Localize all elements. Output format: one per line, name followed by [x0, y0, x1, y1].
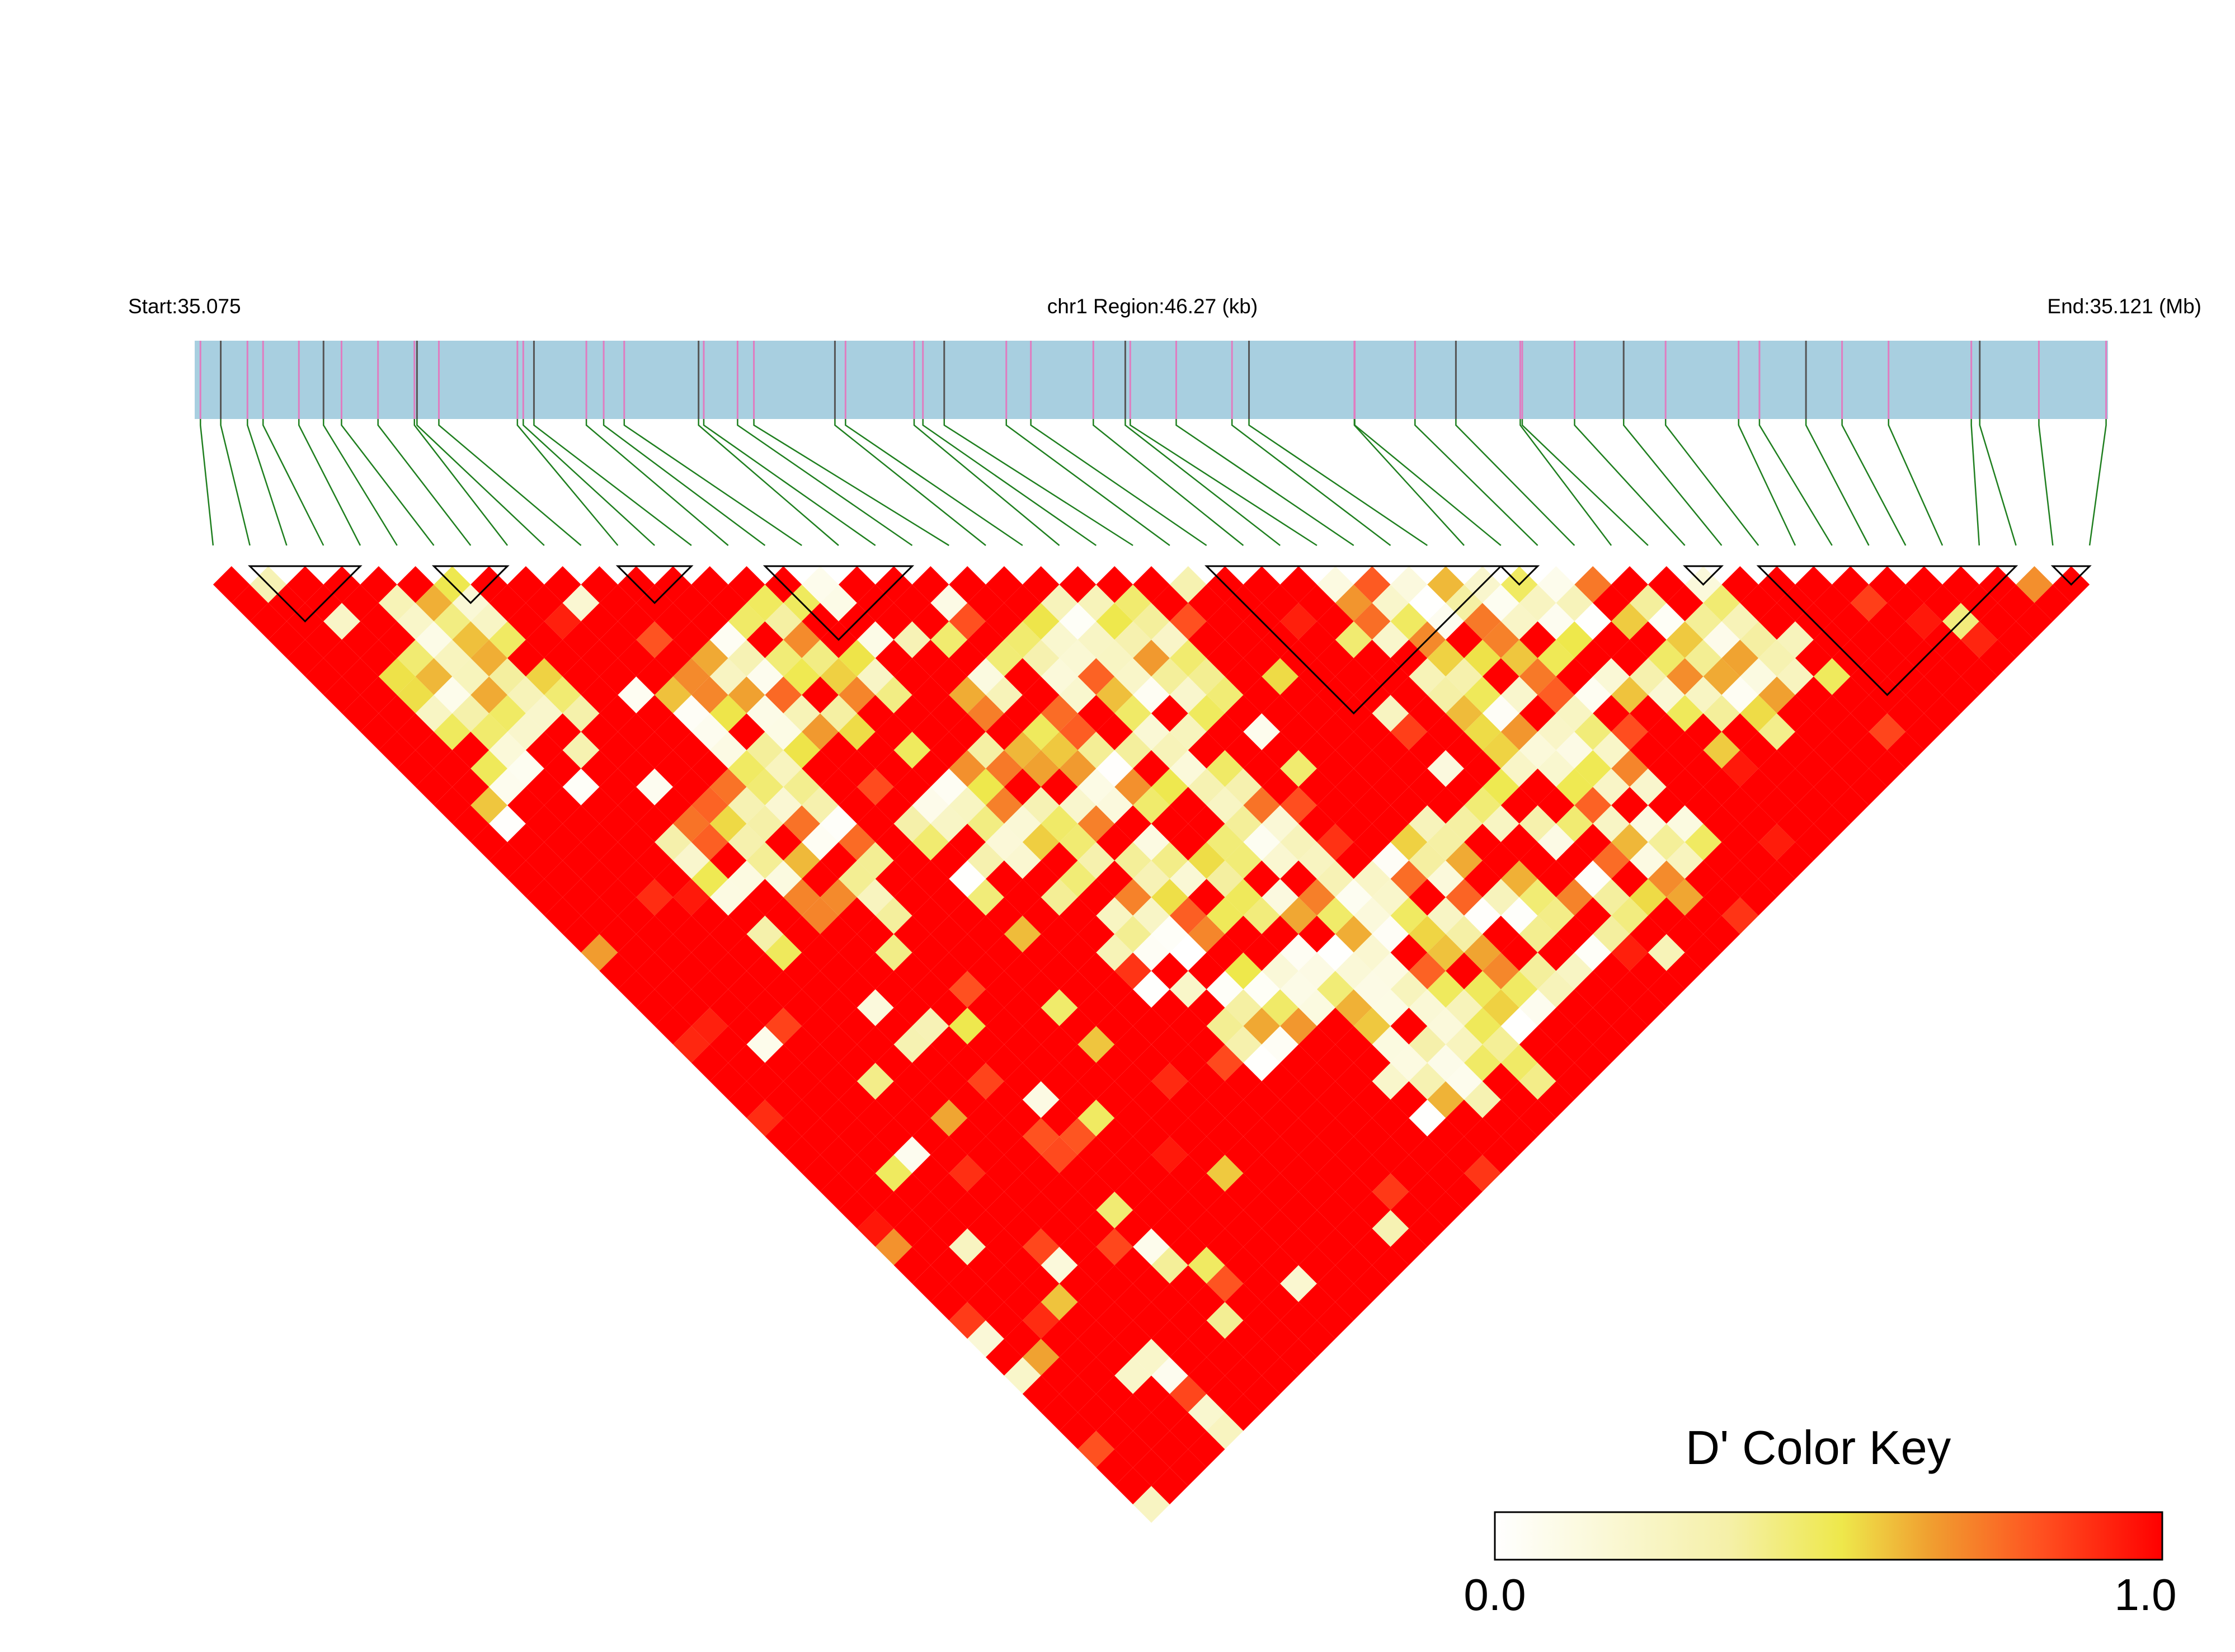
- snp-connector: [439, 419, 581, 545]
- color-key-max-label: 1.0: [2114, 1570, 2176, 1620]
- snp-connector: [914, 419, 1060, 545]
- snp-connector: [1574, 419, 1685, 545]
- color-key-title: D' Color Key: [1686, 1422, 1951, 1475]
- region-start-label: Start:35.075: [128, 295, 241, 318]
- snp-connector: [1522, 419, 1648, 545]
- snp-connector: [923, 419, 1097, 545]
- snp-connector: [200, 419, 213, 545]
- snp-connector: [247, 419, 286, 545]
- snp-connector: [845, 419, 1022, 545]
- snp-connector: [415, 419, 507, 545]
- snp-connector: [1971, 419, 1979, 545]
- snp-connector: [1806, 419, 1869, 545]
- snp-connector: [1006, 419, 1170, 545]
- snp-connector: [523, 419, 655, 545]
- snp-connector: [221, 419, 250, 545]
- snp-connector: [1176, 419, 1353, 545]
- snp-connector: [737, 419, 912, 545]
- snp-connector: [704, 419, 876, 545]
- color-key-min-label: 0.0: [1464, 1570, 1526, 1620]
- snp-connector-lines: [200, 419, 2106, 545]
- snp-connector: [1759, 419, 1832, 545]
- snp-connector: [1249, 419, 1428, 545]
- snp-connector: [2090, 419, 2106, 545]
- color-key-gradient-bar: [1495, 1512, 2162, 1560]
- snp-connector: [1125, 419, 1280, 545]
- snp-connector: [604, 419, 765, 545]
- snp-connector: [1130, 419, 1317, 545]
- snp-connector: [1889, 419, 1942, 545]
- snp-connector: [1415, 419, 1537, 545]
- snp-connector: [944, 419, 1133, 545]
- snp-connector: [2039, 419, 2053, 545]
- snp-connector: [1842, 419, 1906, 545]
- region-end-label: End:35.121 (Mb): [2047, 295, 2201, 318]
- snp-connector: [1031, 419, 1207, 545]
- snp-connector: [699, 419, 839, 545]
- snp-connector: [1980, 419, 2016, 545]
- chromosome-region-bar: [195, 341, 2108, 419]
- snp-connector: [1093, 419, 1243, 545]
- snp-connector: [517, 419, 618, 545]
- snp-connector: [1520, 419, 1611, 545]
- region-title: chr1 Region:46.27 (kb): [1047, 295, 1258, 318]
- ld-matrix-cells: [213, 566, 2090, 1523]
- snp-connector: [417, 419, 544, 545]
- snp-connector: [1624, 419, 1721, 545]
- snp-connector: [263, 419, 323, 545]
